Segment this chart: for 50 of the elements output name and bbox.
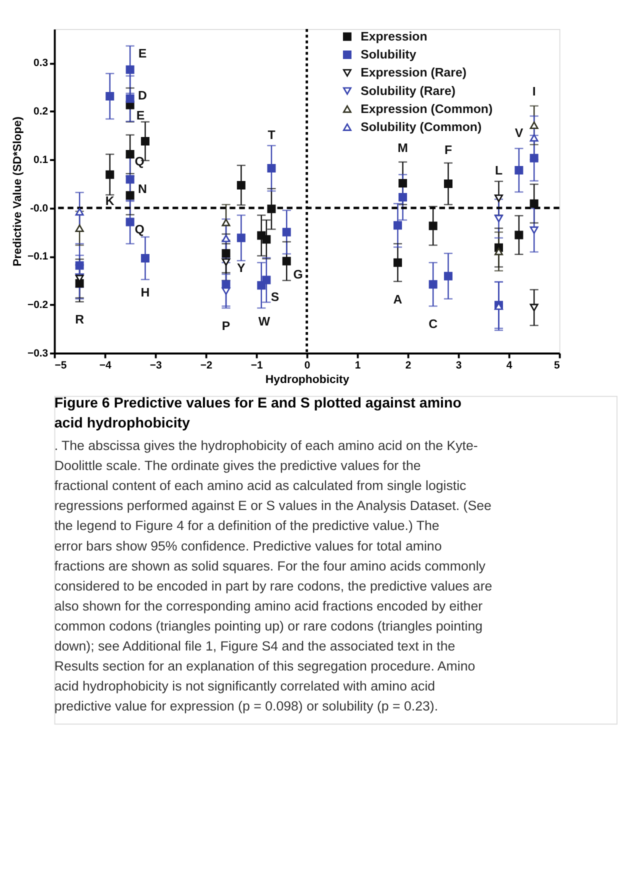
y-tick-label: −0.3 <box>27 348 48 360</box>
x-axis-title: Hydrophobicity <box>265 374 350 386</box>
legend-label: Expression (Common) <box>360 102 493 116</box>
y-tick-label: 0.2 <box>34 106 48 118</box>
annotation: N <box>138 182 147 196</box>
legend-label: Solubility (Rare) <box>360 84 456 98</box>
annotation: E <box>138 46 147 60</box>
x-tick-label: 0 <box>304 360 310 372</box>
x-tick-label: 1 <box>354 360 361 372</box>
annotation: S <box>270 290 280 304</box>
legend-label: Expression <box>360 29 428 44</box>
annotation: V <box>514 126 524 140</box>
annotation: I <box>532 84 536 99</box>
annotation: A <box>393 292 402 307</box>
x-tick-label: 4 <box>506 360 512 372</box>
annotation: K <box>105 194 114 208</box>
x-tick-label: 3 <box>456 360 462 372</box>
y-tick-label: −0.2 <box>27 300 48 311</box>
annotation: L <box>494 163 503 178</box>
x-tick-label: 2 <box>405 360 412 372</box>
x-tick-label: −2 <box>200 360 212 372</box>
y-tick-label: −0.1 <box>27 252 48 263</box>
annotation: H <box>140 285 150 300</box>
annotation: W <box>258 314 270 328</box>
x-tick-label: −1 <box>250 360 263 372</box>
annotation: C <box>428 317 438 332</box>
legend-label: Solubility <box>360 48 416 62</box>
x-tick-label: −4 <box>99 360 112 372</box>
annotation: R <box>75 312 84 326</box>
annotation: E <box>136 108 145 123</box>
legend-label: Solubility (Common) <box>360 120 482 134</box>
y-tick-label: 0.3 <box>34 58 48 70</box>
annotation: Q <box>134 154 145 169</box>
annotation: F <box>444 143 452 158</box>
x-tick-label: −5 <box>54 360 67 372</box>
legend-label: Expression (Rare) <box>360 66 466 80</box>
annotation: M <box>398 140 408 155</box>
annotation: D <box>138 88 147 103</box>
y-axis-title: Predictive Value (SD*Slope) <box>12 116 24 266</box>
y-tick-label: 0.1 <box>34 154 48 166</box>
annotation: Y <box>237 261 246 276</box>
annotation: T <box>268 128 276 142</box>
text: Figure 6 Predictive values for E and S plotted against amino acid hydrophobicity <box>54 395 462 432</box>
annotation: G <box>293 267 303 282</box>
x-tick-label: −3 <box>150 360 162 372</box>
y-tick-label: -0.0 <box>30 203 48 214</box>
annotation: P <box>222 319 230 334</box>
annotation: Q <box>134 222 145 236</box>
x-tick-label: 5 <box>554 360 560 372</box>
text: . The abscissa gives the hydrophobicity of each amino acid on the Kyte-Doolittle scale. The ordinate gives the predictive values for the fractional content of each amino acid as calculated from single logistic regressions performed against E or S values in the Analysis Dataset. (See the legend to Figure 4 for a definition of the predictive value.) The error bars show 95% confidence. Predictive values for total amino fractions are shown as solid squares. For the four amino acids commonly considered to be encoded in part by rare codons, the predictive values are also shown for the corresponding amino acid fractions encoded by either common codons (triangles pointing up) or rare codons (triangles pointing down); see Additional file 1, Figure S4 and the associated text in the Results section for an explanation of this segregation procedure. Amino acid hydrophobicity is not significantly correlated with amino acid predictive value for expression (p = 0.098) or solubility (p = 0.23). <box>54 438 492 714</box>
